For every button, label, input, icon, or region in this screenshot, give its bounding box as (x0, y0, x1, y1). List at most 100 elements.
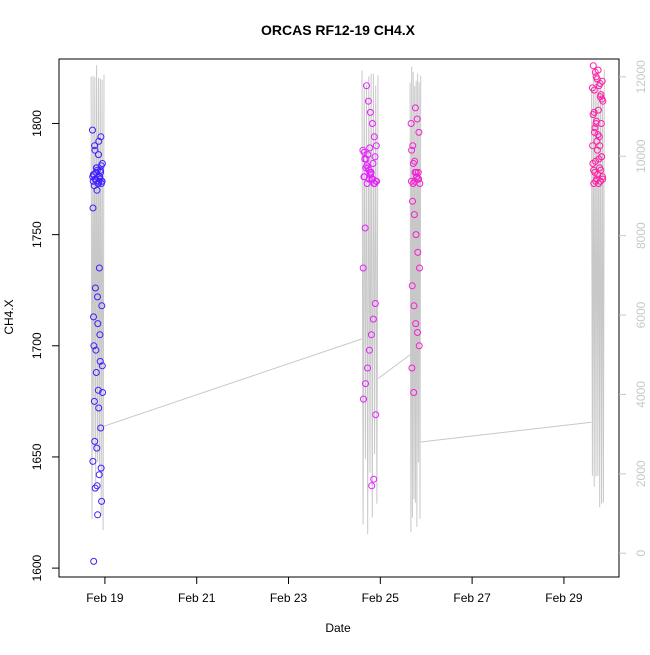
data-point (369, 175, 377, 183)
data-point (98, 177, 106, 185)
secondary-series-line (90, 65, 105, 531)
data-point (365, 346, 373, 354)
data-point (372, 411, 380, 419)
data-point (361, 155, 369, 163)
data-point (599, 175, 607, 183)
data-point (93, 444, 101, 452)
data-point (371, 153, 379, 161)
x-tick-label: Feb 19 (86, 591, 124, 605)
y-tick-label: 1700 (30, 332, 44, 359)
data-point (366, 108, 374, 116)
data-point (408, 282, 416, 290)
data-point (360, 395, 367, 403)
data-point (363, 180, 371, 187)
data-point (410, 302, 418, 310)
y-tick-label: 1650 (30, 443, 44, 470)
y2-tick-label: 12000 (634, 60, 648, 94)
data-point (91, 484, 99, 492)
data-point (413, 115, 421, 123)
data-point (368, 120, 376, 127)
y2-tick-label: 2000 (634, 460, 648, 487)
data-point (370, 133, 378, 141)
chart-title: ORCAS RF12-19 CH4.X (261, 22, 416, 38)
data-point (367, 331, 375, 339)
data-point (90, 342, 98, 350)
data-point (369, 160, 377, 167)
y2-tick-label: 0 (634, 550, 648, 557)
plot-frame (58, 58, 620, 578)
x-tick-label: Feb 29 (545, 591, 583, 605)
data-point (589, 142, 597, 150)
data-point (96, 357, 104, 365)
data-point (590, 180, 598, 187)
x-tick-label: Feb 21 (178, 591, 216, 605)
data-point (90, 557, 98, 565)
y-axis-label: CH4.X (2, 299, 16, 334)
data-point (411, 177, 419, 185)
data-point (592, 73, 600, 81)
data-point (91, 284, 99, 292)
data-point (93, 482, 101, 490)
data-point (369, 315, 377, 323)
data-point (95, 471, 103, 479)
data-point (96, 331, 104, 339)
data-point (413, 173, 421, 181)
axes-layer: Feb 19 Feb 21 Feb 23 Feb 25 Feb 27 Feb 29 1600… (30, 58, 648, 605)
data-point (94, 180, 102, 187)
data-point (365, 166, 373, 174)
data-point (372, 142, 380, 150)
y-tick-label: 1800 (30, 110, 44, 137)
scatter-layer (89, 62, 607, 565)
y-tick-label: 1750 (30, 221, 44, 248)
data-point (412, 320, 420, 328)
data-point (598, 77, 606, 85)
data-point (94, 320, 102, 328)
data-point (595, 155, 603, 163)
secondary-ferry-line (103, 338, 363, 427)
data-point (598, 95, 606, 103)
data-point (89, 126, 96, 134)
data-point (97, 133, 105, 141)
data-point (92, 164, 100, 172)
data-point (90, 397, 98, 405)
data-point (416, 264, 423, 272)
data-point (414, 248, 422, 256)
data-point (597, 177, 604, 185)
data-point (596, 93, 604, 101)
data-point (407, 177, 415, 185)
data-point (410, 211, 418, 219)
y-tick-label: 1600 (30, 554, 44, 581)
data-point (591, 128, 598, 136)
data-point (359, 264, 367, 272)
data-point (593, 137, 601, 145)
data-point (361, 224, 369, 232)
data-point (414, 329, 421, 336)
data-point (95, 404, 103, 412)
data-point (408, 364, 416, 372)
data-point (410, 389, 418, 396)
y2-tick-label: 6000 (634, 301, 648, 328)
data-point (368, 482, 376, 490)
data-point (409, 160, 417, 167)
data-point (409, 197, 416, 205)
data-point (90, 171, 98, 179)
data-point (370, 475, 378, 483)
data-point (408, 146, 416, 154)
y2-tick-label: 10000 (634, 139, 648, 173)
y2-tick-label: 8000 (634, 222, 648, 249)
secondary-series-line (591, 69, 605, 508)
data-point (362, 380, 369, 388)
data-point (94, 511, 102, 519)
data-point (597, 166, 605, 174)
data-point (591, 124, 599, 132)
data-point (594, 106, 602, 114)
data-point (99, 389, 107, 396)
data-point (409, 180, 417, 187)
secondary-series-line (361, 70, 379, 535)
y2-tick-label: 4000 (634, 381, 648, 408)
data-point (371, 180, 379, 187)
data-point (592, 177, 600, 185)
data-point (93, 186, 101, 194)
